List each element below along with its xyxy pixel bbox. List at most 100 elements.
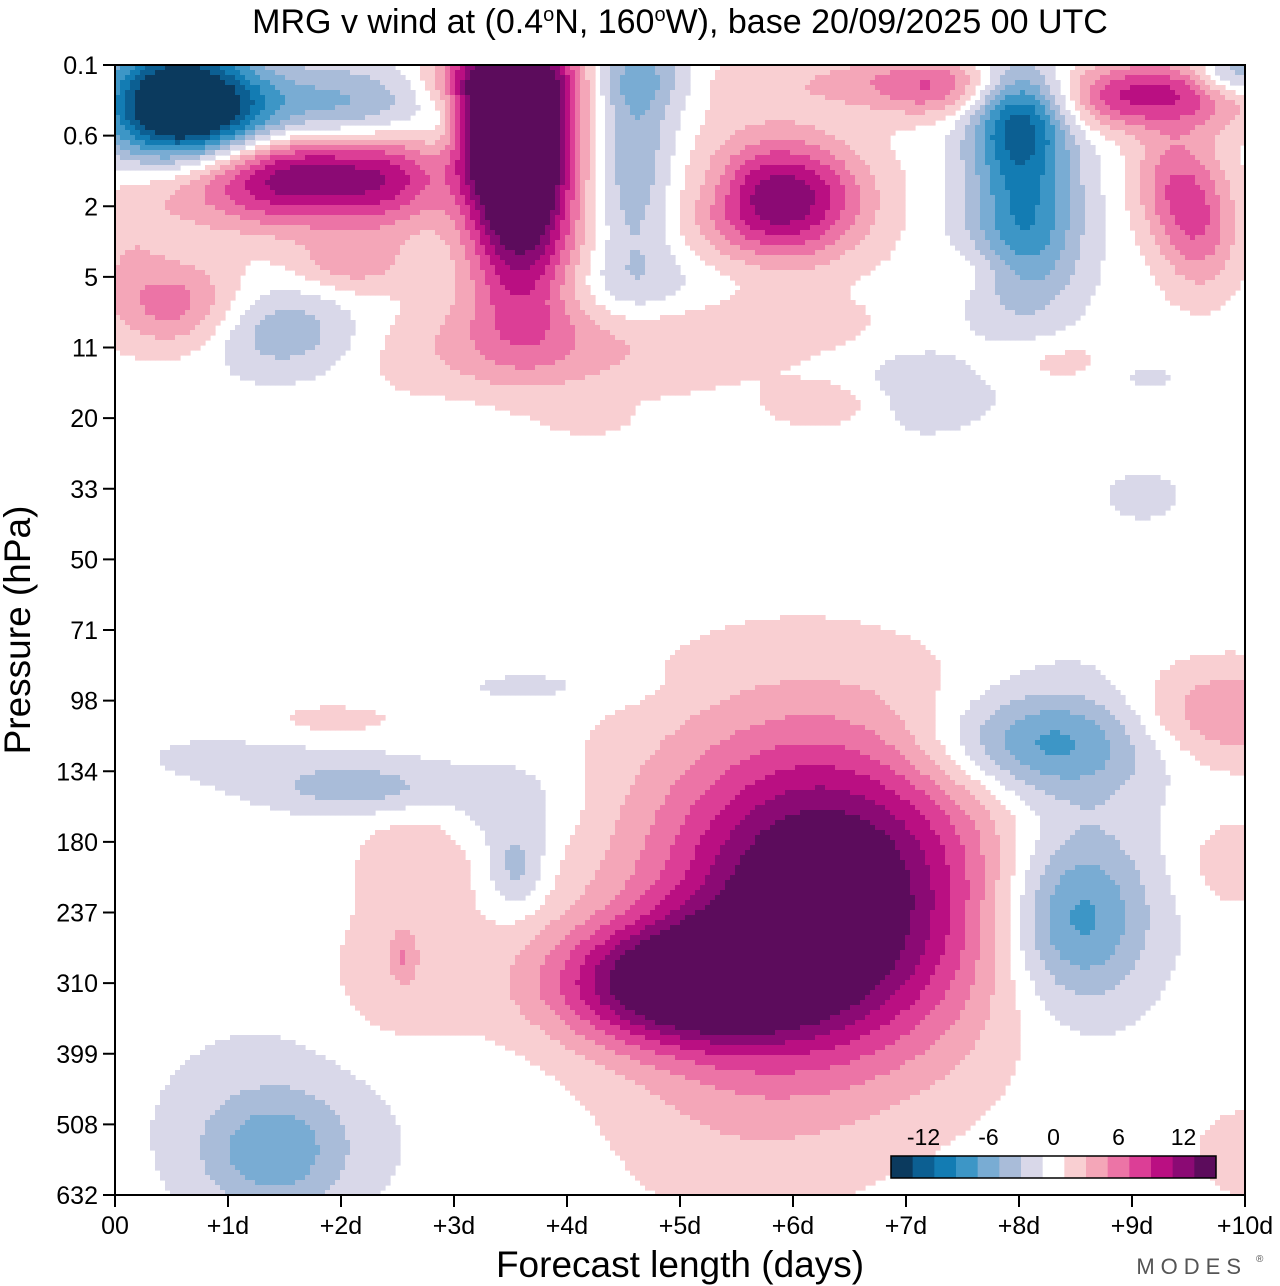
contour-cell <box>140 145 146 151</box>
contour-cell <box>240 170 246 176</box>
contour-cell <box>255 170 261 176</box>
contour-cell <box>875 155 881 161</box>
contour-cell <box>330 75 336 81</box>
contour-cell <box>950 145 956 151</box>
contour-cell <box>400 165 406 171</box>
contour-cell <box>1145 160 1151 166</box>
contour-cell <box>275 105 281 111</box>
contour-cell <box>635 120 641 126</box>
contour-cell <box>790 175 796 181</box>
contour-cell <box>560 80 566 86</box>
contour-cell <box>230 135 236 141</box>
contour-cell <box>985 150 991 156</box>
contour-cell <box>245 175 251 181</box>
contour-cell <box>1130 160 1136 166</box>
contour-cell <box>1045 170 1051 176</box>
contour-cell <box>365 160 371 166</box>
contour-cell <box>1115 100 1121 106</box>
contour-cell <box>605 160 611 166</box>
contour-cell <box>325 175 331 181</box>
contour-cell <box>880 105 886 111</box>
contour-cell <box>415 145 421 151</box>
contour-cell <box>450 145 456 151</box>
contour-cell <box>340 80 346 86</box>
contour-cell <box>1150 65 1156 71</box>
contour-cell <box>290 160 296 166</box>
contour-cell <box>200 115 206 121</box>
contour-cell <box>480 115 486 121</box>
contour-cell <box>320 110 326 116</box>
contour-cell <box>565 145 571 151</box>
contour-cell <box>175 180 181 186</box>
contour-cell <box>1160 110 1166 116</box>
contour-cell <box>880 70 886 76</box>
contour-cell <box>770 155 776 161</box>
contour-cell <box>1220 170 1226 176</box>
contour-cell <box>525 120 531 126</box>
contour-cell <box>1005 120 1011 126</box>
contour-cell <box>525 175 531 181</box>
contour-cell <box>295 180 301 186</box>
contour-cell <box>1185 105 1191 111</box>
contour-cell <box>515 140 521 146</box>
contour-cell <box>510 70 516 76</box>
contour-cell <box>380 115 386 121</box>
contour-cell <box>345 90 351 96</box>
contour-cell <box>410 180 416 186</box>
contour-cell <box>990 130 996 136</box>
contour-cell <box>550 140 556 146</box>
contour-cell <box>790 65 796 71</box>
contour-cell <box>1065 135 1071 141</box>
contour-cell <box>815 140 821 146</box>
contour-cell <box>340 165 346 171</box>
contour-cell <box>825 175 831 181</box>
contour-cell <box>925 75 931 81</box>
contour-cell <box>730 85 736 91</box>
contour-cell <box>480 100 486 106</box>
contour-cell <box>940 70 946 76</box>
contour-cell <box>1240 120 1245 126</box>
contour-cell <box>760 75 766 81</box>
contour-cell <box>695 150 701 156</box>
contour-cell <box>1135 105 1141 111</box>
contour-cell <box>800 155 806 161</box>
contour-cell <box>1025 130 1031 136</box>
contour-cell <box>875 65 881 71</box>
contour-cell <box>1240 80 1245 86</box>
contour-cell <box>685 70 691 76</box>
contour-cell <box>555 165 561 171</box>
contour-cell <box>1140 85 1146 91</box>
contour-cell <box>560 145 566 151</box>
contour-cell <box>530 145 536 151</box>
contour-cell <box>225 70 231 76</box>
contour-cell <box>205 135 211 141</box>
contour-cell <box>560 170 566 176</box>
contour-cell <box>1050 90 1056 96</box>
contour-cell <box>185 100 191 106</box>
contour-cell <box>1000 165 1006 171</box>
contour-cell <box>880 110 886 116</box>
contour-cell <box>625 125 631 131</box>
contour-cell <box>215 125 221 131</box>
contour-cell <box>1105 85 1111 91</box>
contour-cell <box>890 100 896 106</box>
contour-cell <box>580 170 586 176</box>
contour-cell <box>590 85 596 91</box>
contour-cell <box>240 140 246 146</box>
contour-cell <box>820 110 826 116</box>
contour-cell <box>860 170 866 176</box>
contour-cell <box>1235 95 1241 101</box>
contour-cell <box>475 80 481 86</box>
contour-cell <box>745 130 751 136</box>
contour-cell <box>475 120 481 126</box>
contour-cell <box>450 160 456 166</box>
contour-cell <box>165 100 171 106</box>
contour-cell <box>1235 70 1241 76</box>
contour-cell <box>870 150 876 156</box>
contour-cell <box>1030 75 1036 81</box>
contour-cell <box>330 105 336 111</box>
contour-cell <box>365 85 371 91</box>
contour-cell <box>740 90 746 96</box>
contour-cell <box>325 120 331 126</box>
contour-cell <box>480 70 486 76</box>
